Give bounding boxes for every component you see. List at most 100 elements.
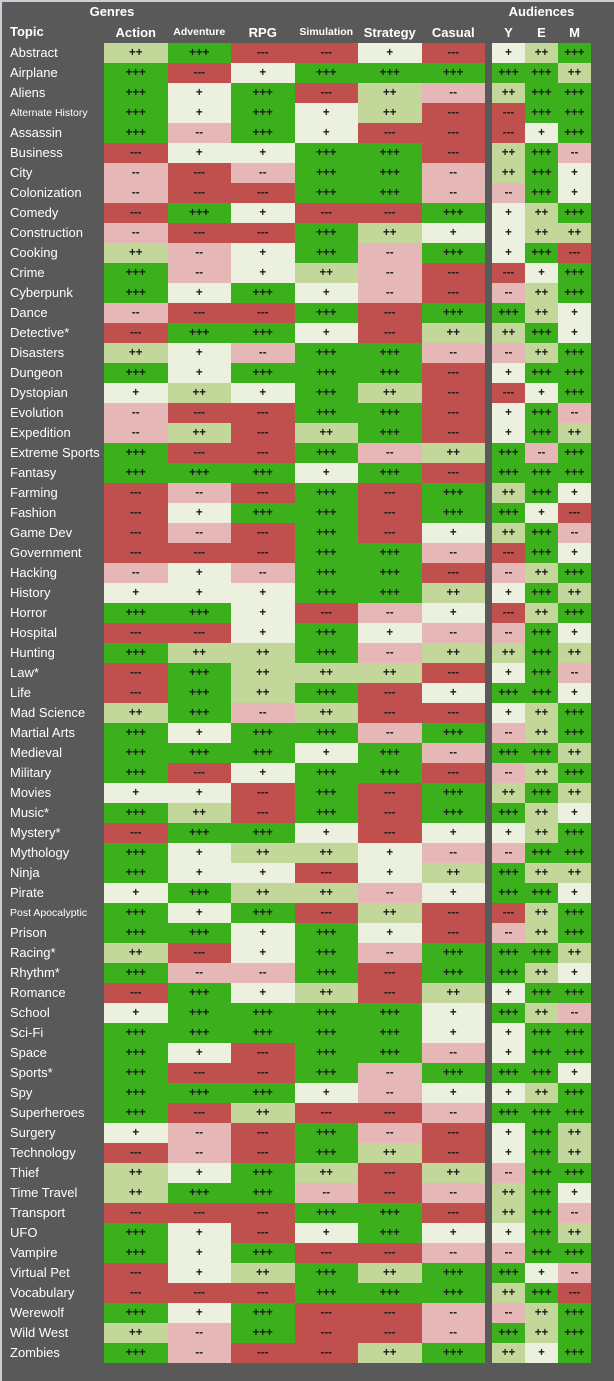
rating-cell: -- — [358, 1063, 422, 1083]
rating-cell: --- — [294, 1243, 358, 1263]
table-row: Virtual Pet --- + ++ +++ ++ +++ +++ + -- — [2, 1263, 614, 1283]
rating-cell: + — [492, 403, 525, 423]
table-row: Surgery + -- --- +++ -- --- + +++ ++ — [2, 1123, 614, 1143]
rating-cell: +++ — [294, 1043, 358, 1063]
rating-cell: --- — [231, 1223, 295, 1243]
rating-cell: ++ — [358, 223, 422, 243]
column-gap — [485, 1223, 492, 1243]
rating-cell: + — [492, 983, 525, 1003]
table-row: UFO +++ + --- + +++ + + +++ ++ — [2, 1223, 614, 1243]
rating-cell: ++ — [558, 643, 591, 663]
rating-cell: + — [492, 223, 525, 243]
rating-cell: + — [231, 943, 295, 963]
rating-cell: + — [558, 483, 591, 503]
rating-cell: + — [421, 603, 485, 623]
rating-cell: +++ — [558, 823, 591, 843]
rating-cell: --- — [358, 523, 422, 543]
rating-cell: ++ — [492, 1183, 525, 1203]
rating-cell: -- — [104, 223, 168, 243]
rating-cell: ++ — [167, 803, 231, 823]
rating-cell: -- — [167, 1323, 231, 1343]
rating-cell: +++ — [525, 1143, 558, 1163]
rating-cell: + — [421, 1223, 485, 1243]
rating-cell: -- — [231, 343, 295, 363]
table-row: Werewolf +++ + +++ --- --- -- -- ++ +++ — [2, 1303, 614, 1323]
rating-cell: +++ — [558, 363, 591, 383]
rating-cell: ++ — [525, 763, 558, 783]
rating-cell: +++ — [525, 423, 558, 443]
rating-cell: +++ — [167, 603, 231, 623]
rating-cell: +++ — [525, 363, 558, 383]
topic-label: Virtual Pet — [10, 1265, 70, 1280]
rating-cell: --- — [104, 543, 168, 563]
rating-cell: -- — [231, 703, 295, 723]
column-gap — [485, 963, 492, 983]
rating-cell: ++ — [231, 843, 295, 863]
rating-cell: + — [421, 523, 485, 543]
rating-cell: +++ — [167, 823, 231, 843]
rating-cell: --- — [358, 303, 422, 323]
topic-label: Evolution — [10, 405, 64, 420]
rating-cell: +++ — [492, 883, 525, 903]
rating-cell: --- — [104, 523, 168, 543]
rating-cell: +++ — [525, 103, 558, 123]
rating-cell: --- — [358, 1103, 422, 1123]
rating-cell: + — [525, 503, 558, 523]
rating-cell: +++ — [294, 783, 358, 803]
column-gap — [485, 663, 492, 683]
rating-cell: -- — [167, 1143, 231, 1163]
rating-cell: +++ — [294, 443, 358, 463]
topic-label: Surgery — [10, 1125, 56, 1140]
rating-cell: +++ — [294, 403, 358, 423]
column-gap — [485, 1143, 492, 1163]
rating-cell: -- — [231, 563, 295, 583]
rating-cell: + — [558, 543, 591, 563]
topic-label: Superheroes — [10, 1105, 85, 1120]
topic-label: Expedition — [10, 425, 71, 440]
rating-cell: -- — [358, 263, 422, 283]
rating-cell: ++ — [525, 1083, 558, 1103]
rating-cell: +++ — [525, 1183, 558, 1203]
rating-cell: +++ — [525, 483, 558, 503]
table-row: Spy +++ +++ +++ + -- + + ++ +++ — [2, 1083, 614, 1103]
rating-cell: -- — [421, 163, 485, 183]
rating-cell: -- — [492, 563, 525, 583]
table-row: Dystopian + ++ + +++ ++ --- --- + +++ — [2, 383, 614, 403]
column-gap — [485, 22, 492, 43]
rating-cell: --- — [294, 1103, 358, 1123]
rating-cell: -- — [358, 643, 422, 663]
rating-cell: ++ — [421, 863, 485, 883]
table-row: Crime +++ -- + ++ -- --- --- + +++ — [2, 263, 614, 283]
rating-cell: + — [231, 923, 295, 943]
table-row: Space +++ + --- +++ +++ -- + +++ +++ — [2, 1043, 614, 1063]
rating-cell: +++ — [421, 1063, 485, 1083]
topic-label: Abstract — [10, 45, 58, 60]
topic-label: Airplane — [10, 65, 58, 80]
rating-cell: +++ — [231, 1183, 295, 1203]
rating-cell: +++ — [558, 1043, 591, 1063]
rating-cell: +++ — [358, 343, 422, 363]
rating-cell: +++ — [167, 1183, 231, 1203]
rating-cell: ++ — [358, 903, 422, 923]
topic-label: Military — [10, 765, 52, 780]
rating-cell: --- — [421, 363, 485, 383]
rating-cell: --- — [492, 103, 525, 123]
rating-cell: --- — [358, 823, 422, 843]
column-gap — [485, 363, 492, 383]
rating-cell: --- — [104, 1283, 168, 1303]
rating-cell: --- — [231, 483, 295, 503]
rating-cell: ++ — [558, 743, 591, 763]
rating-cell: -- — [492, 723, 525, 743]
rating-cell: +++ — [294, 943, 358, 963]
rating-cell: +++ — [104, 1023, 168, 1043]
rating-cell: +++ — [421, 943, 485, 963]
rating-cell: -- — [558, 663, 591, 683]
table-row: Post Apocalyptic +++ + +++ --- ++ --- --- ++ +++ — [2, 903, 614, 923]
group-header-filler — [152, 2, 492, 22]
rating-cell: +++ — [294, 243, 358, 263]
rating-cell: +++ — [525, 143, 558, 163]
rating-cell: --- — [421, 703, 485, 723]
rating-cell: +++ — [558, 603, 591, 623]
rating-cell: +++ — [294, 483, 358, 503]
rating-cell: +++ — [358, 163, 422, 183]
